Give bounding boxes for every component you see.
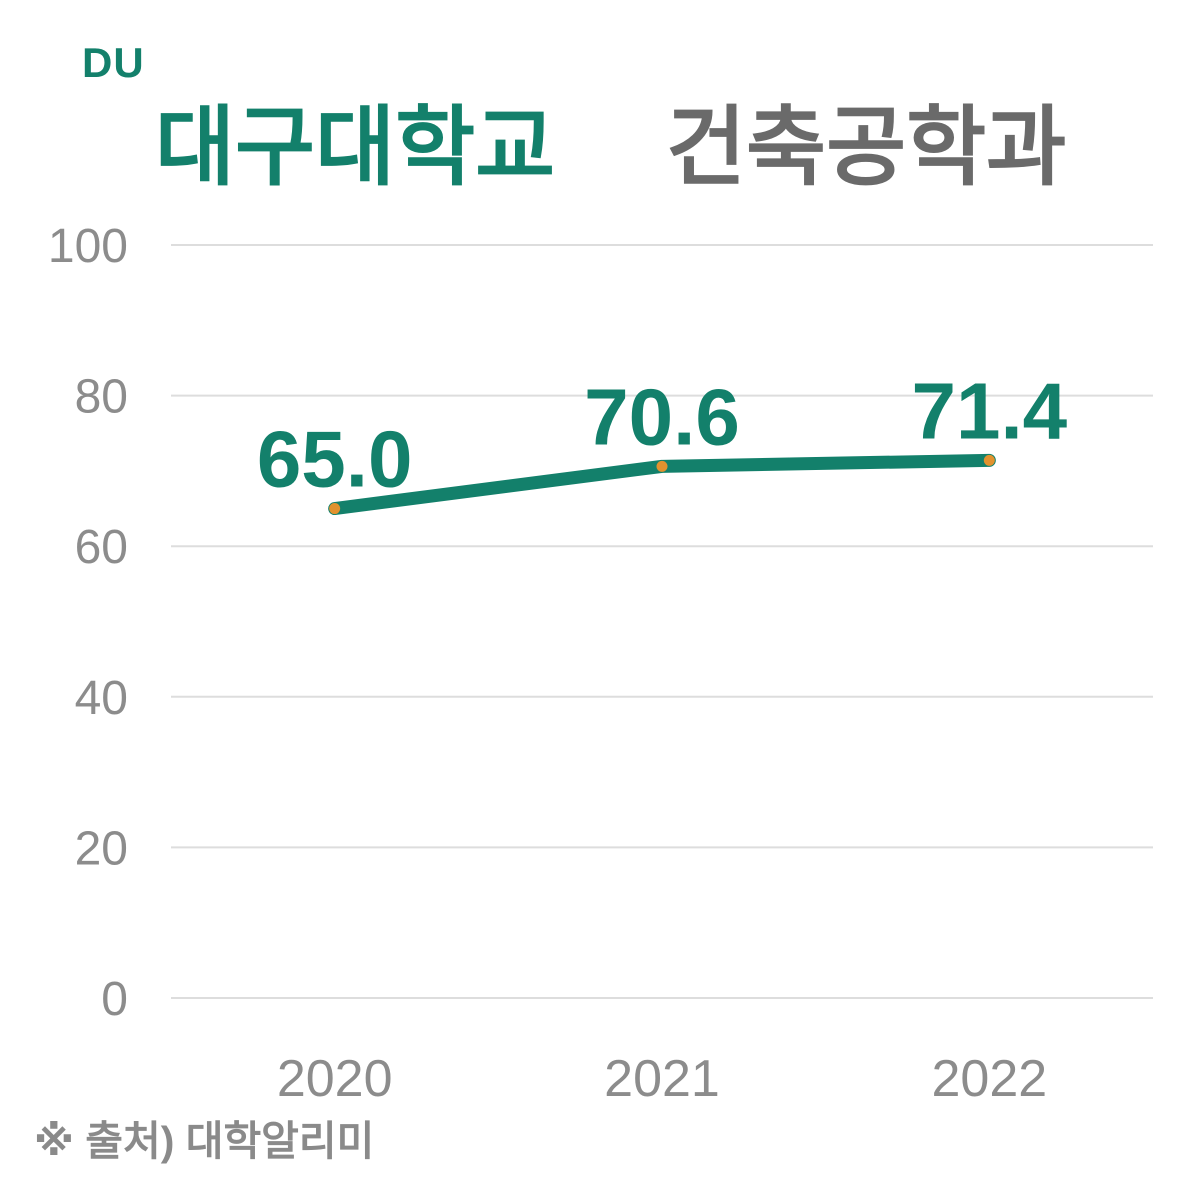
data-point-label: 65.0	[257, 415, 413, 504]
data-point-marker	[656, 460, 668, 472]
data-point-marker	[329, 503, 341, 515]
x-tick-label: 2021	[604, 1050, 720, 1108]
data-point-label: 70.6	[584, 372, 740, 461]
y-tick-label: 100	[48, 220, 128, 273]
y-tick-label: 20	[75, 822, 128, 875]
y-tick-label: 80	[75, 371, 128, 424]
y-tick-label: 40	[75, 672, 128, 725]
title-department: 건축공학과	[666, 99, 1067, 196]
title-university: 대구대학교	[155, 99, 556, 196]
y-tick-label: 60	[75, 521, 128, 574]
y-tick-label: 0	[101, 973, 128, 1026]
x-tick-label: 2022	[931, 1050, 1047, 1108]
x-tick-label: 2020	[277, 1050, 393, 1108]
data-point-marker	[983, 454, 995, 466]
source-note: ※ 출처) 대학알리미	[34, 1118, 375, 1164]
du-logo: DU	[82, 39, 145, 86]
data-point-label: 71.4	[911, 366, 1067, 455]
